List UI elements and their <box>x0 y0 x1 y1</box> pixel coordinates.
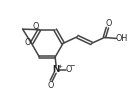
Text: O: O <box>25 38 31 47</box>
Text: N: N <box>53 65 60 74</box>
Text: −: − <box>70 63 75 69</box>
Text: O: O <box>105 19 112 28</box>
Text: O: O <box>47 81 53 90</box>
Text: OH: OH <box>115 34 127 43</box>
Text: +: + <box>57 64 62 69</box>
Text: O: O <box>33 22 39 31</box>
Text: O: O <box>66 65 72 74</box>
